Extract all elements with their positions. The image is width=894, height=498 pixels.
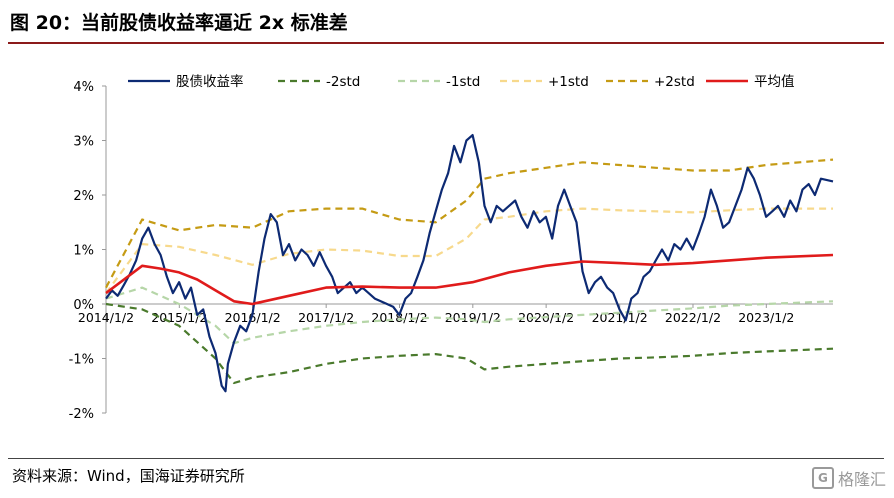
series-line--2std: [105, 302, 834, 385]
watermark-logo-icon: G: [811, 467, 834, 489]
y-tick-label: -2%: [69, 407, 94, 422]
y-tick-label: 0%: [73, 298, 94, 313]
series-line-+1std: [105, 207, 833, 294]
title-divider: [8, 42, 884, 44]
series-line--1std: [105, 286, 834, 345]
legend-label: -1std: [446, 74, 480, 90]
x-tick-label: 2017/1/2: [298, 310, 354, 325]
y-tick-label: 4%: [73, 80, 94, 95]
legend: 股债收益率 -2std -1std +1std +2std 平均值: [128, 73, 795, 90]
y-tick-label: 3%: [73, 135, 94, 150]
x-tick-label: 2022/1/2: [665, 310, 721, 325]
series-layer: [105, 134, 834, 393]
legend-label: +1std: [548, 74, 589, 90]
y-tick-label: 2%: [73, 189, 94, 204]
legend-label: 股债收益率: [176, 73, 244, 90]
footer-divider: [8, 458, 884, 459]
y-tick-label: 1%: [73, 244, 94, 259]
y-tick-label: -1%: [69, 353, 94, 368]
watermark: G 格隆汇: [811, 466, 886, 490]
legend-label: +2std: [654, 74, 695, 90]
page-title: 图 20：当前股债收益率逼近 2x 标准差: [10, 12, 348, 34]
watermark-text: 格隆汇: [837, 470, 886, 489]
x-tick-label: 2023/1/2: [738, 310, 794, 325]
legend-label: -2std: [326, 74, 360, 90]
legend-label: 平均值: [754, 74, 795, 90]
x-tick-label: 2019/1/2: [445, 310, 501, 325]
x-tick-label: 2018/1/2: [371, 310, 427, 325]
axes-layer: 4% 3% 2% 1% 0% -1% -2% 2014/1/2 2015/1/2 2016/1/2…: [69, 80, 833, 422]
series-line-平均值: [105, 253, 834, 306]
source-note: 资料来源：Wind，国海证券研究所: [12, 467, 245, 485]
x-tick-label: 2015/1/2: [151, 310, 207, 325]
x-tick-label: 2016/1/2: [225, 310, 281, 325]
series-line-股债收益率: [105, 134, 834, 393]
series-line-+2std: [105, 158, 834, 289]
x-tick-label: 2014/1/2: [78, 310, 134, 325]
